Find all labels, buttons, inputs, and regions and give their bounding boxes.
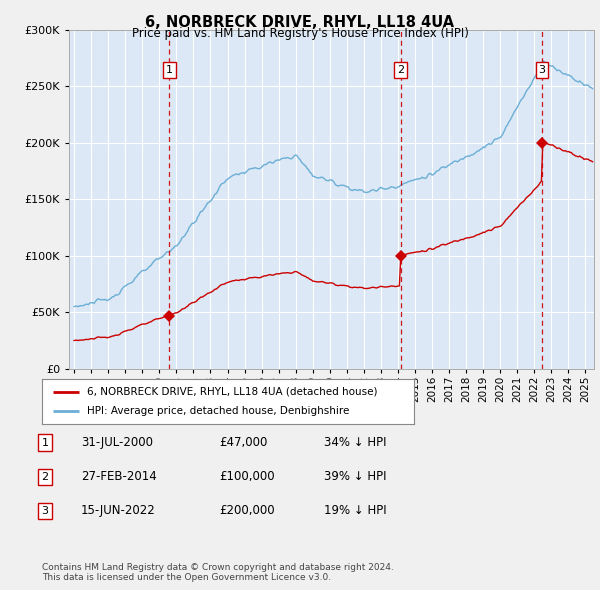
Text: 1: 1 (166, 65, 173, 75)
Text: 3: 3 (539, 65, 545, 75)
Text: 3: 3 (41, 506, 49, 516)
Text: 19% ↓ HPI: 19% ↓ HPI (324, 504, 386, 517)
Text: £200,000: £200,000 (219, 504, 275, 517)
Text: 6, NORBRECK DRIVE, RHYL, LL18 4UA (detached house): 6, NORBRECK DRIVE, RHYL, LL18 4UA (detac… (86, 387, 377, 396)
Text: 27-FEB-2014: 27-FEB-2014 (81, 470, 157, 483)
Text: 2: 2 (41, 472, 49, 481)
Text: 39% ↓ HPI: 39% ↓ HPI (324, 470, 386, 483)
Text: 1: 1 (41, 438, 49, 447)
Text: 2: 2 (397, 65, 404, 75)
Text: HPI: Average price, detached house, Denbighshire: HPI: Average price, detached house, Denb… (86, 407, 349, 416)
Text: £47,000: £47,000 (219, 436, 268, 449)
Text: Contains HM Land Registry data © Crown copyright and database right 2024.
This d: Contains HM Land Registry data © Crown c… (42, 563, 394, 582)
Text: £100,000: £100,000 (219, 470, 275, 483)
Text: Price paid vs. HM Land Registry's House Price Index (HPI): Price paid vs. HM Land Registry's House … (131, 27, 469, 40)
Text: 31-JUL-2000: 31-JUL-2000 (81, 436, 153, 449)
Text: 15-JUN-2022: 15-JUN-2022 (81, 504, 156, 517)
Text: 6, NORBRECK DRIVE, RHYL, LL18 4UA: 6, NORBRECK DRIVE, RHYL, LL18 4UA (145, 15, 455, 30)
Text: 34% ↓ HPI: 34% ↓ HPI (324, 436, 386, 449)
